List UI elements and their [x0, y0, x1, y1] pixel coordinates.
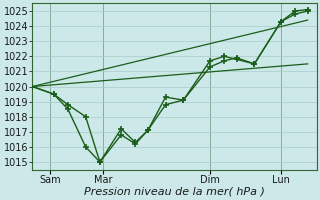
X-axis label: Pression niveau de la mer( hPa ): Pression niveau de la mer( hPa ) — [84, 187, 265, 197]
